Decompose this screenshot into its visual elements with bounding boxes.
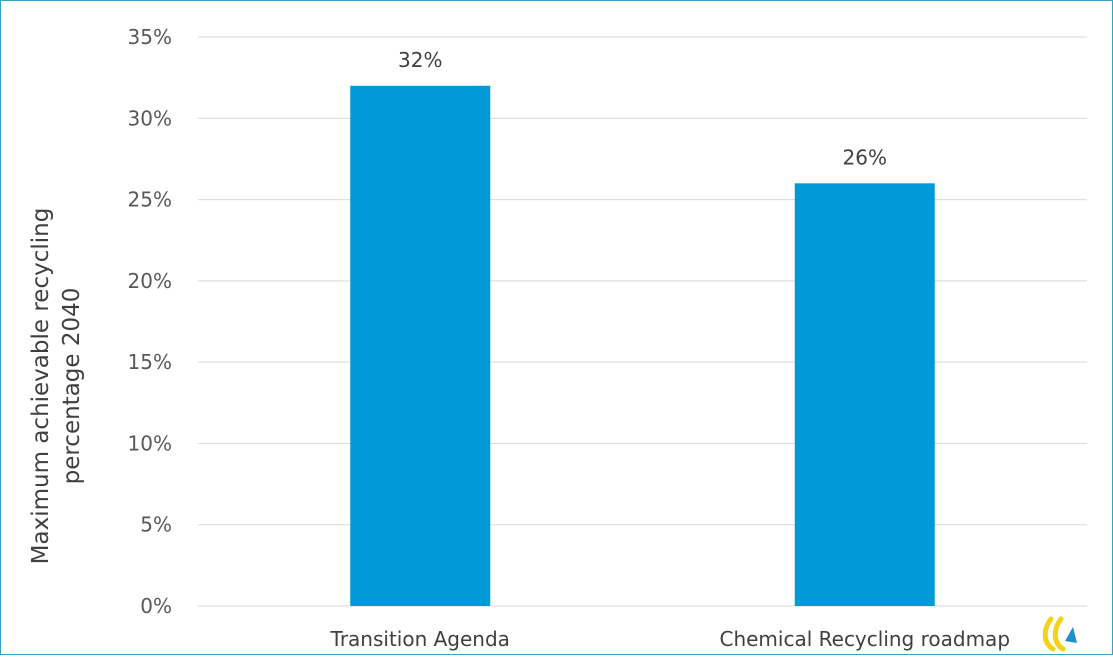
y-axis-ticks: 0% 5% 10% 15% 20% 25% 30% 35% [128, 25, 172, 618]
bar [350, 85, 491, 607]
x-axis-categories: Transition Agenda Chemical Recycling road… [330, 627, 1010, 651]
bars [350, 85, 935, 607]
y-axis-title-line-1: Maximum achievable recycling [28, 208, 54, 565]
y-tick-label: 10% [128, 431, 172, 455]
data-label: 26% [843, 145, 887, 169]
y-axis-title: Maximum achievable recycling percentage … [28, 208, 85, 565]
data-labels: 32% 26% [398, 48, 887, 170]
y-tick-label: 20% [128, 269, 172, 293]
y-tick-label: 15% [128, 350, 172, 374]
logo-icon [1042, 616, 1077, 652]
x-category-label: Transition Agenda [330, 627, 510, 651]
bar [794, 183, 935, 607]
data-label: 32% [398, 48, 442, 72]
x-category-label: Chemical Recycling roadmap [719, 627, 1010, 651]
gridlines [198, 36, 1087, 607]
y-tick-label: 5% [140, 513, 172, 537]
y-axis-title-line-2: percentage 2040 [59, 288, 85, 485]
y-tick-label: 25% [128, 188, 172, 212]
y-tick-label: 0% [140, 594, 172, 618]
y-tick-label: 35% [128, 25, 172, 49]
y-tick-label: 30% [128, 106, 172, 130]
